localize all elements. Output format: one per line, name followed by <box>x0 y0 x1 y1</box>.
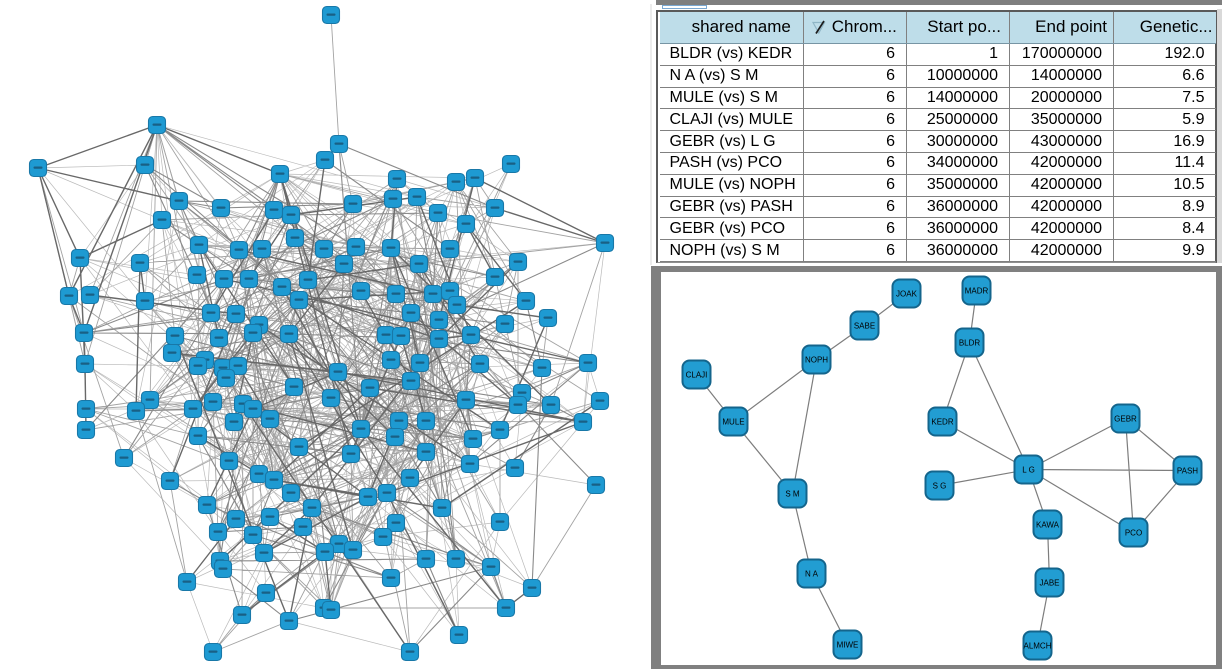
svg-text:BLDR: BLDR <box>958 338 980 347</box>
svg-text:JABE: JABE <box>1039 578 1059 587</box>
svg-text:KAWA: KAWA <box>1036 520 1060 529</box>
svg-text:PCO: PCO <box>1124 528 1141 537</box>
svg-text:JOAK: JOAK <box>896 289 918 298</box>
svg-text:NOPH: NOPH <box>804 355 827 364</box>
svg-text:PASH: PASH <box>1176 466 1197 475</box>
svg-text:KEDR: KEDR <box>931 417 953 426</box>
svg-text:SABE: SABE <box>853 321 874 330</box>
svg-text:N A: N A <box>805 569 819 578</box>
svg-text:MIWE: MIWE <box>836 640 858 649</box>
svg-text:S M: S M <box>785 489 800 498</box>
svg-text:CLAJI: CLAJI <box>685 370 707 379</box>
svg-text:S G: S G <box>932 481 946 490</box>
svg-text:ALMCH: ALMCH <box>1023 641 1051 650</box>
svg-text:GEBR: GEBR <box>1114 414 1137 423</box>
svg-text:MADR: MADR <box>964 286 988 295</box>
svg-text:MULE: MULE <box>722 417 744 426</box>
svg-text:L G: L G <box>1022 465 1035 474</box>
